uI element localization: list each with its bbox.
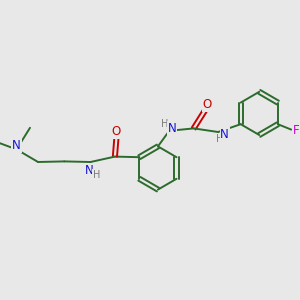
- Text: N: N: [220, 128, 229, 141]
- Text: H: H: [93, 169, 100, 180]
- Text: O: O: [112, 125, 121, 139]
- Text: O: O: [203, 98, 212, 111]
- Text: H: H: [161, 119, 169, 129]
- Text: F: F: [293, 124, 300, 137]
- Text: N: N: [12, 139, 21, 152]
- Text: N: N: [168, 122, 177, 135]
- Text: N: N: [85, 164, 93, 177]
- Text: H: H: [216, 134, 223, 144]
